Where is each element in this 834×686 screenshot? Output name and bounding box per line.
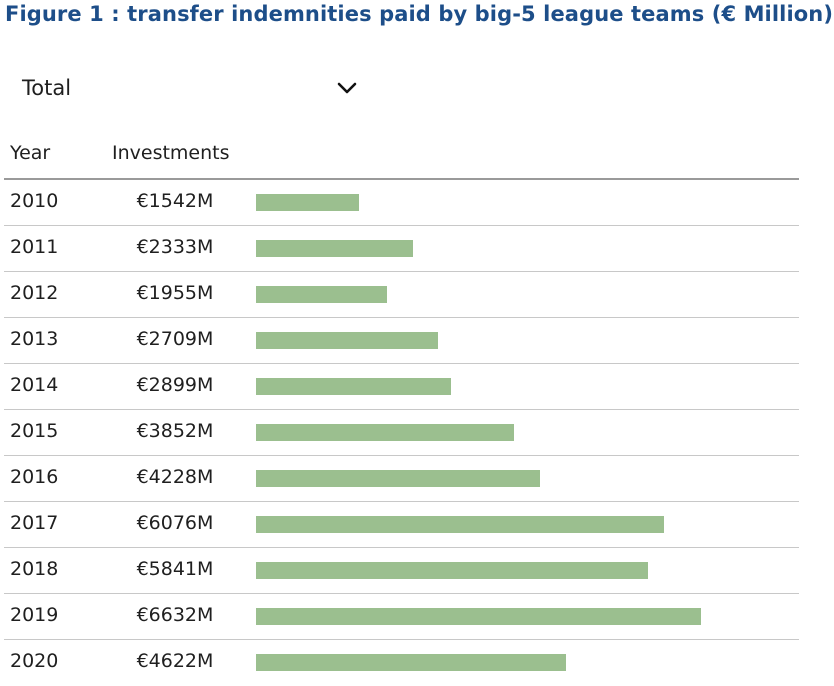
value-label: €2899M <box>136 374 214 396</box>
bar <box>256 562 648 579</box>
table-row: 2017 €6076M <box>0 502 834 548</box>
row-divider <box>4 271 799 272</box>
value-label: €1542M <box>136 190 214 212</box>
chart-title: Figure 1 : transfer indemnities paid by … <box>5 2 834 26</box>
row-divider <box>4 317 799 318</box>
year-label: 2012 <box>10 282 59 304</box>
value-label: €3852M <box>136 420 214 442</box>
year-label: 2010 <box>10 190 59 212</box>
table-row: 2011 €2333M <box>0 226 834 272</box>
value-label: €2709M <box>136 328 214 350</box>
bar <box>256 378 451 395</box>
year-label: 2015 <box>10 420 59 442</box>
bar <box>256 332 438 349</box>
row-divider <box>4 639 799 640</box>
table-row: 2012 €1955M <box>0 272 834 318</box>
table-row: 2018 €5841M <box>0 548 834 594</box>
value-label: €4622M <box>136 650 214 672</box>
category-dropdown[interactable]: Total <box>22 74 362 106</box>
bar <box>256 286 387 303</box>
year-label: 2016 <box>10 466 59 488</box>
table-row: 2015 €3852M <box>0 410 834 456</box>
dropdown-selected-value: Total <box>22 76 72 100</box>
value-label: €6632M <box>136 604 214 626</box>
value-label: €1955M <box>136 282 214 304</box>
table-row: 2010 €1542M <box>0 180 834 226</box>
row-divider <box>4 501 799 502</box>
table-row: 2014 €2899M <box>0 364 834 410</box>
row-divider <box>4 455 799 456</box>
value-label: €5841M <box>136 558 214 580</box>
row-divider <box>4 409 799 410</box>
year-label: 2018 <box>10 558 59 580</box>
bar <box>256 654 566 671</box>
bar <box>256 516 664 533</box>
table-row: 2016 €4228M <box>0 456 834 502</box>
header-divider <box>4 178 799 180</box>
bar <box>256 470 540 487</box>
value-label: €4228M <box>136 466 214 488</box>
bar <box>256 608 701 625</box>
value-label: €2333M <box>136 236 214 258</box>
bar <box>256 194 359 211</box>
bar <box>256 240 413 257</box>
chevron-down-icon <box>337 82 357 94</box>
year-label: 2020 <box>10 650 59 672</box>
year-label: 2017 <box>10 512 59 534</box>
table-row: 2019 €6632M <box>0 594 834 640</box>
year-label: 2014 <box>10 374 59 396</box>
table-header: Year Investments <box>0 140 834 180</box>
row-divider <box>4 593 799 594</box>
table-row: 2013 €2709M <box>0 318 834 364</box>
bar <box>256 424 514 441</box>
column-header-year: Year <box>10 142 51 164</box>
value-label: €6076M <box>136 512 214 534</box>
column-header-investments: Investments <box>112 142 230 164</box>
year-label: 2011 <box>10 236 59 258</box>
year-label: 2013 <box>10 328 59 350</box>
row-divider <box>4 547 799 548</box>
row-divider <box>4 363 799 364</box>
table-row: 2020 €4622M <box>0 640 834 686</box>
year-label: 2019 <box>10 604 59 626</box>
row-divider <box>4 225 799 226</box>
